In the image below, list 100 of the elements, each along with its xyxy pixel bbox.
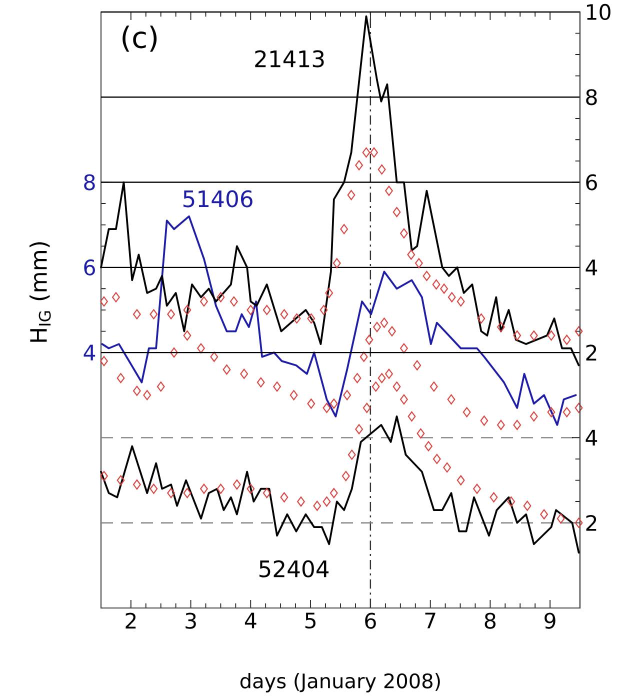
point xyxy=(100,296,108,307)
series-label: 52404 xyxy=(259,560,329,578)
point xyxy=(280,309,288,320)
point xyxy=(416,428,425,439)
x-tick-label: 3 xyxy=(186,612,196,629)
point xyxy=(443,462,451,473)
point xyxy=(307,313,316,324)
point xyxy=(392,382,401,392)
line-series xyxy=(100,15,580,366)
point xyxy=(132,309,141,320)
point xyxy=(490,492,498,502)
point xyxy=(262,304,271,316)
point xyxy=(183,304,192,316)
point xyxy=(183,488,192,498)
x-tick-label: 9 xyxy=(544,612,556,629)
point xyxy=(432,454,441,464)
point xyxy=(297,496,305,507)
point xyxy=(347,190,356,200)
point xyxy=(246,484,255,494)
point xyxy=(200,484,208,494)
point xyxy=(167,309,175,320)
point xyxy=(355,424,363,434)
point xyxy=(330,398,338,409)
point xyxy=(365,334,374,345)
point xyxy=(167,488,175,498)
point xyxy=(562,334,571,345)
line-series xyxy=(101,215,577,426)
point xyxy=(547,330,556,341)
point xyxy=(256,377,265,388)
y3-tick-label: 4 xyxy=(586,430,598,446)
point xyxy=(362,402,371,413)
point xyxy=(273,382,281,392)
point xyxy=(407,250,416,260)
point xyxy=(325,288,334,298)
point xyxy=(340,224,348,234)
y-tick-label: 6 xyxy=(84,259,95,276)
point xyxy=(232,479,241,490)
point xyxy=(424,441,432,452)
point xyxy=(400,343,408,354)
point xyxy=(100,470,108,482)
point xyxy=(530,330,538,341)
point xyxy=(462,407,471,418)
point xyxy=(332,258,341,268)
point xyxy=(440,284,448,294)
point xyxy=(150,484,158,494)
point xyxy=(183,330,192,341)
point xyxy=(116,475,125,486)
point xyxy=(477,313,486,324)
point xyxy=(200,296,208,307)
point xyxy=(353,373,362,384)
point xyxy=(422,270,431,282)
point xyxy=(540,509,548,520)
y-tick-label: 8 xyxy=(84,174,95,190)
point xyxy=(523,500,532,511)
point xyxy=(170,348,178,358)
point xyxy=(292,313,301,324)
point xyxy=(430,382,438,392)
point xyxy=(230,296,238,307)
line-series xyxy=(100,415,580,554)
point xyxy=(280,492,288,502)
point xyxy=(392,207,401,218)
y3-tick-label: 2 xyxy=(586,514,596,531)
y2-tick-label: 6 xyxy=(586,174,597,190)
point xyxy=(143,390,152,400)
x-tick-label: 6 xyxy=(365,612,376,629)
point xyxy=(197,343,205,354)
point xyxy=(360,352,368,362)
point xyxy=(240,368,248,379)
point xyxy=(313,500,322,511)
point xyxy=(432,279,440,290)
point xyxy=(456,296,465,307)
point xyxy=(380,318,388,328)
point xyxy=(132,479,141,490)
point xyxy=(372,382,380,392)
point xyxy=(348,450,356,460)
point xyxy=(246,304,255,316)
point xyxy=(222,364,231,375)
point xyxy=(210,352,218,362)
x-tick-label: 7 xyxy=(425,612,436,628)
x-tick-label: 8 xyxy=(484,612,496,629)
y2-tick-label: 10 xyxy=(587,4,610,20)
point xyxy=(132,386,141,396)
point xyxy=(388,326,396,336)
point xyxy=(343,390,352,400)
point xyxy=(473,484,481,494)
point xyxy=(447,394,456,404)
point xyxy=(100,356,108,366)
series-label: 21413 xyxy=(255,50,324,68)
y-axis-title: H$_{IG}$ (mm) xyxy=(30,242,51,342)
point xyxy=(556,514,565,524)
point xyxy=(513,420,522,430)
point xyxy=(262,488,271,498)
point xyxy=(414,258,423,268)
point xyxy=(116,373,125,384)
x-tick-label: 5 xyxy=(305,612,316,629)
point xyxy=(370,147,378,158)
x-axis-title: days (January 2008) xyxy=(240,673,440,692)
point xyxy=(320,304,328,316)
point xyxy=(562,407,571,418)
point xyxy=(355,160,363,170)
